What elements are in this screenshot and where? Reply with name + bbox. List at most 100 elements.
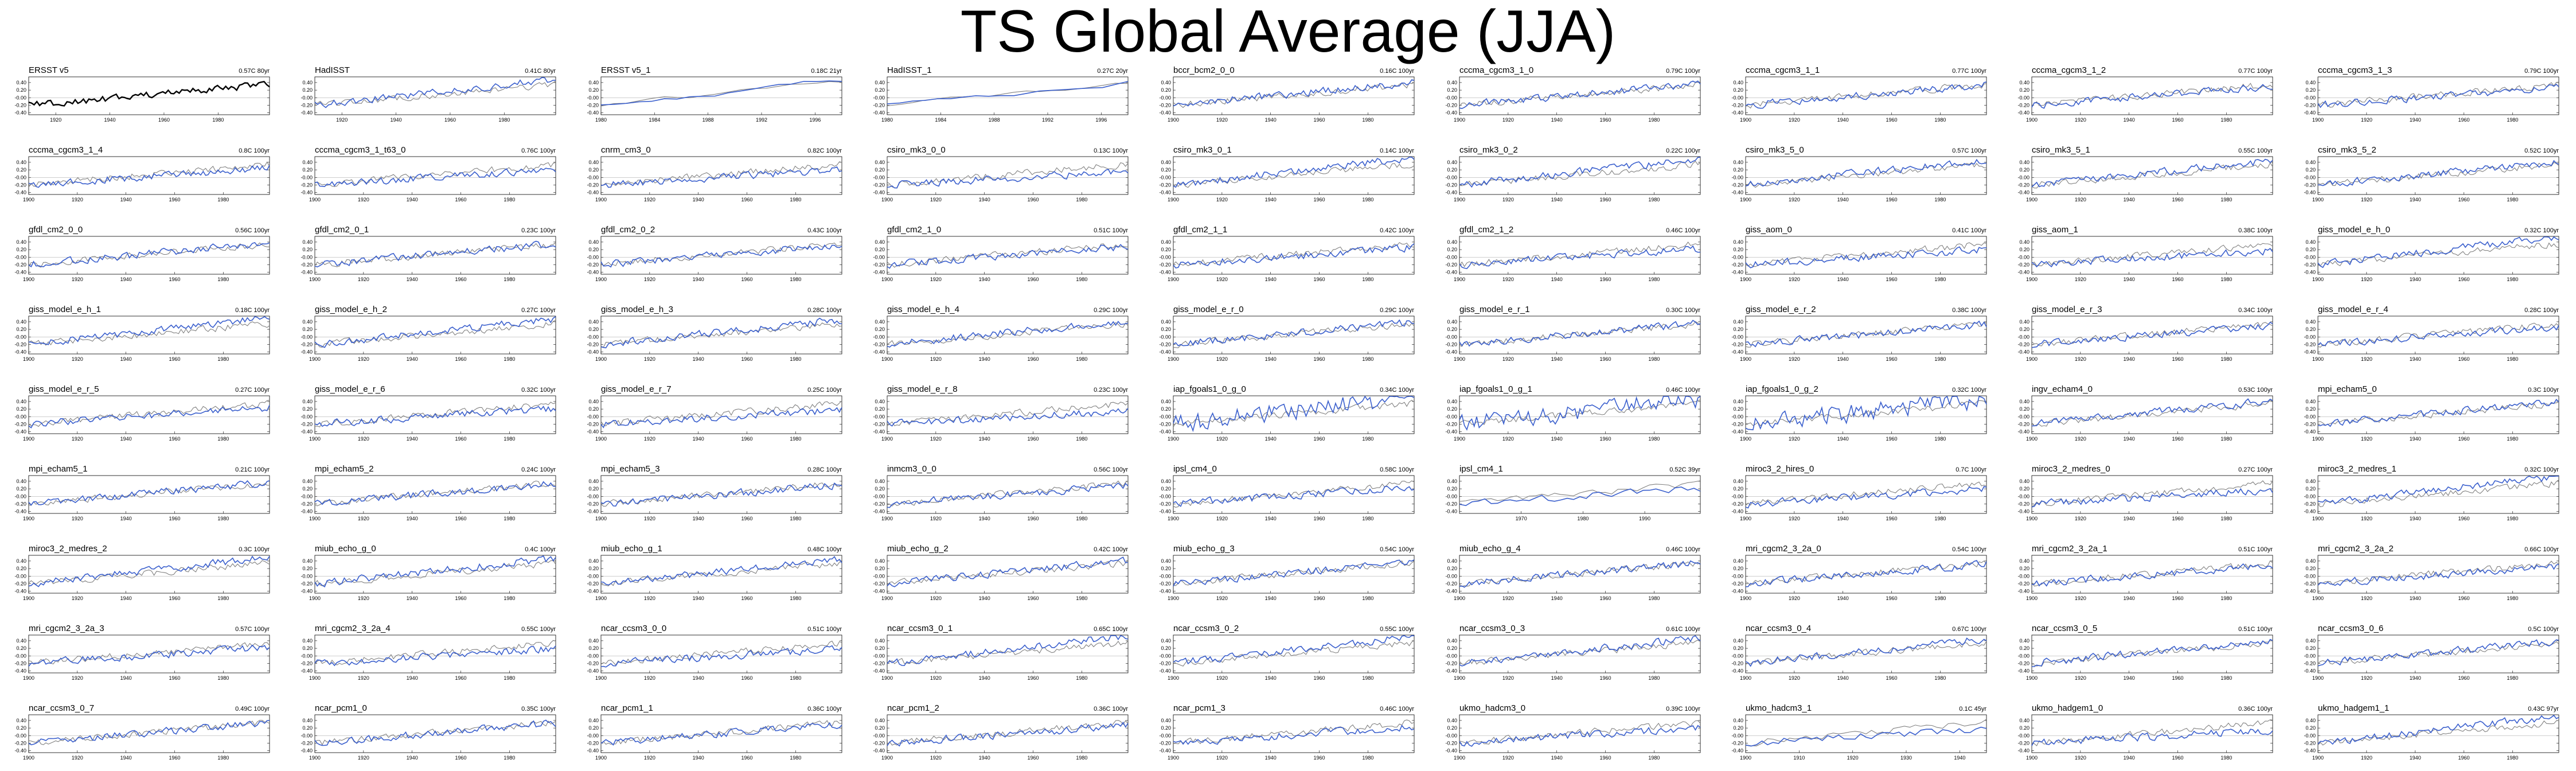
x-tick-label: 1900 bbox=[2026, 117, 2038, 123]
y-tick-label: -0.40 bbox=[1445, 270, 1457, 275]
x-tick-label: 1900 bbox=[881, 277, 893, 282]
y-tick-label: 0.20 bbox=[16, 326, 26, 332]
y-tick-label: 0.40 bbox=[302, 558, 313, 564]
panel-trend: 0.42C 100yr bbox=[1094, 546, 1128, 553]
y-tick-label: -0.00 bbox=[300, 414, 313, 419]
y-tick-label: -0.40 bbox=[873, 589, 885, 594]
x-tick-label: 1940 bbox=[2410, 755, 2421, 761]
plot-frame bbox=[314, 395, 556, 434]
x-tick-label: 1940 bbox=[1265, 197, 1277, 203]
x-tick-label: 1920 bbox=[1216, 197, 1228, 203]
panel-trend: 0.52C 39yr bbox=[1669, 466, 1700, 473]
x-tick-label: 1960 bbox=[455, 436, 467, 442]
x-tick-label: 1920 bbox=[644, 755, 655, 761]
panel-title: bccr_bcm2_0_0 bbox=[1173, 65, 1235, 75]
x-tick-label: 1980 bbox=[1648, 277, 1660, 282]
x-tick-label: 1960 bbox=[2458, 755, 2470, 761]
y-tick-label: 0.40 bbox=[1733, 558, 1743, 564]
y-tick-label: -0.40 bbox=[587, 668, 599, 674]
x-tick-label: 1980 bbox=[217, 595, 229, 601]
model-line bbox=[1459, 486, 1701, 507]
panel-trend: 0.4C 100yr bbox=[525, 546, 556, 553]
y-tick-label: -0.20 bbox=[1731, 103, 1743, 108]
y-tick-label: 0.40 bbox=[875, 718, 885, 723]
panel-38: giss_model_e_r_7 0.25C 100yr 0.40 0.20 -0.00… bbox=[587, 384, 842, 442]
x-tick-label: 1988 bbox=[989, 117, 1000, 123]
y-tick-label: 0.20 bbox=[875, 87, 885, 93]
x-tick-label: 1980 bbox=[1076, 675, 1087, 681]
observed-overlay-line bbox=[2317, 81, 2559, 108]
panel-67: ncar_ccsm3_0_2 0.55C 100yr 0.400.20 -0.00 -0… bbox=[1159, 624, 1415, 681]
x-tick-label: 1980 bbox=[1362, 675, 1373, 681]
y-tick-label: 0.20 bbox=[2019, 645, 2029, 651]
plot-frame bbox=[28, 555, 270, 594]
y-tick-label: -0.40 bbox=[14, 349, 26, 355]
panel-48: inmcm3_0_0 0.56C 100yr 0.40 0.20-0.00 -0.20 -… bbox=[873, 464, 1129, 521]
panel-40: iap_fgoals1_0_g_0 0.34C 100yr 0.40 0.20 -0.0… bbox=[1159, 384, 1415, 442]
model-line bbox=[600, 166, 842, 188]
y-tick-label: -0.20 bbox=[2017, 741, 2029, 746]
y-tick-label: -0.00 bbox=[14, 414, 26, 419]
y-tick-label: 0.40 bbox=[16, 399, 26, 404]
panel-33: giss_model_e_r_2 0.38C 100yr 0.400.20 -0.00… bbox=[1731, 305, 1987, 362]
panel-46: mpi_echam5_2 0.24C 100yr 0.40 0.20-0.00 -0.2… bbox=[300, 464, 556, 521]
y-tick-label: 0.40 bbox=[2305, 319, 2316, 325]
panel-title: cccma_cgcm3_1_2 bbox=[2032, 65, 2106, 75]
x-tick-label: 1900 bbox=[2026, 356, 2038, 362]
x-tick-label: 1980 bbox=[790, 675, 801, 681]
model-line bbox=[1745, 560, 1987, 587]
y-tick-label: -0.20 bbox=[1159, 501, 1171, 507]
model-line bbox=[2317, 83, 2559, 108]
panel-trend: 0.46C 100yr bbox=[1666, 546, 1700, 553]
x-tick-label: 1900 bbox=[2312, 595, 2324, 601]
y-tick-label: 0.40 bbox=[302, 319, 313, 325]
y-tick-label: -0.20 bbox=[1445, 422, 1457, 427]
y-tick-label: -0.20 bbox=[2304, 342, 2316, 348]
x-tick-label: 1980 bbox=[2507, 755, 2518, 761]
x-tick-label: 1900 bbox=[2026, 516, 2038, 521]
y-tick-label: -0.40 bbox=[2017, 349, 2029, 355]
x-tick-label: 1960 bbox=[1314, 516, 1325, 521]
x-tick-label: 1920 bbox=[72, 516, 83, 521]
y-tick-label: 0.40 bbox=[16, 319, 26, 325]
y-tick-label: 0.40 bbox=[1447, 638, 1457, 644]
y-tick-label: -0.40 bbox=[14, 190, 26, 196]
x-tick-label: 1960 bbox=[1886, 595, 1898, 601]
model-line bbox=[1173, 559, 1415, 587]
panel-title: cccma_cgcm3_1_3 bbox=[2318, 65, 2392, 75]
y-tick-label: -0.00 bbox=[1731, 174, 1743, 180]
plot-frame bbox=[887, 634, 1129, 673]
panel-trend: 0.52C 100yr bbox=[2524, 147, 2559, 154]
panel-title: ncar_ccsm3_0_1 bbox=[887, 624, 953, 633]
y-tick-label: -0.00 bbox=[2304, 414, 2316, 419]
x-tick-label: 1960 bbox=[2172, 516, 2184, 521]
x-tick-label: 1920 bbox=[930, 436, 942, 442]
observed-overlay-line bbox=[887, 720, 1129, 746]
x-tick-label: 1984 bbox=[935, 117, 946, 123]
y-tick-label: 0.20 bbox=[302, 326, 313, 332]
model-line bbox=[28, 644, 270, 667]
y-tick-label: -0.00 bbox=[2017, 174, 2029, 180]
x-tick-label: 1920 bbox=[930, 516, 942, 521]
x-tick-label: 1960 bbox=[2458, 436, 2470, 442]
observed-overlay-line bbox=[28, 719, 270, 745]
observed-overlay-line bbox=[2317, 560, 2559, 586]
panel-trend: 0.30C 100yr bbox=[1666, 307, 1700, 314]
x-tick-label: 1940 bbox=[979, 755, 990, 761]
plot-frame bbox=[1745, 634, 1987, 673]
y-tick-label: 0.20 bbox=[2305, 566, 2316, 571]
x-tick-label: 1920 bbox=[358, 755, 369, 761]
y-tick-label: 0.40 bbox=[588, 399, 599, 404]
panel-trend: 0.79C 100yr bbox=[1666, 68, 1700, 75]
panel-trend: 0.5C 100yr bbox=[2528, 626, 2559, 633]
x-tick-label: 1920 bbox=[644, 675, 655, 681]
panel-54: miroc3_2_medres_2 0.3C 100yr 0.40 0.20 -0.00… bbox=[14, 544, 270, 601]
plot-frame bbox=[600, 555, 842, 594]
y-tick-label: 0.40 bbox=[16, 159, 26, 165]
x-tick-label: 1960 bbox=[169, 436, 181, 442]
x-tick-label: 1940 bbox=[120, 436, 132, 442]
model-line bbox=[2317, 325, 2559, 346]
y-tick-label: 0.40 bbox=[302, 80, 313, 85]
y-tick-label: 0.40 bbox=[2019, 239, 2029, 245]
y-tick-label: -0.40 bbox=[2017, 429, 2029, 435]
